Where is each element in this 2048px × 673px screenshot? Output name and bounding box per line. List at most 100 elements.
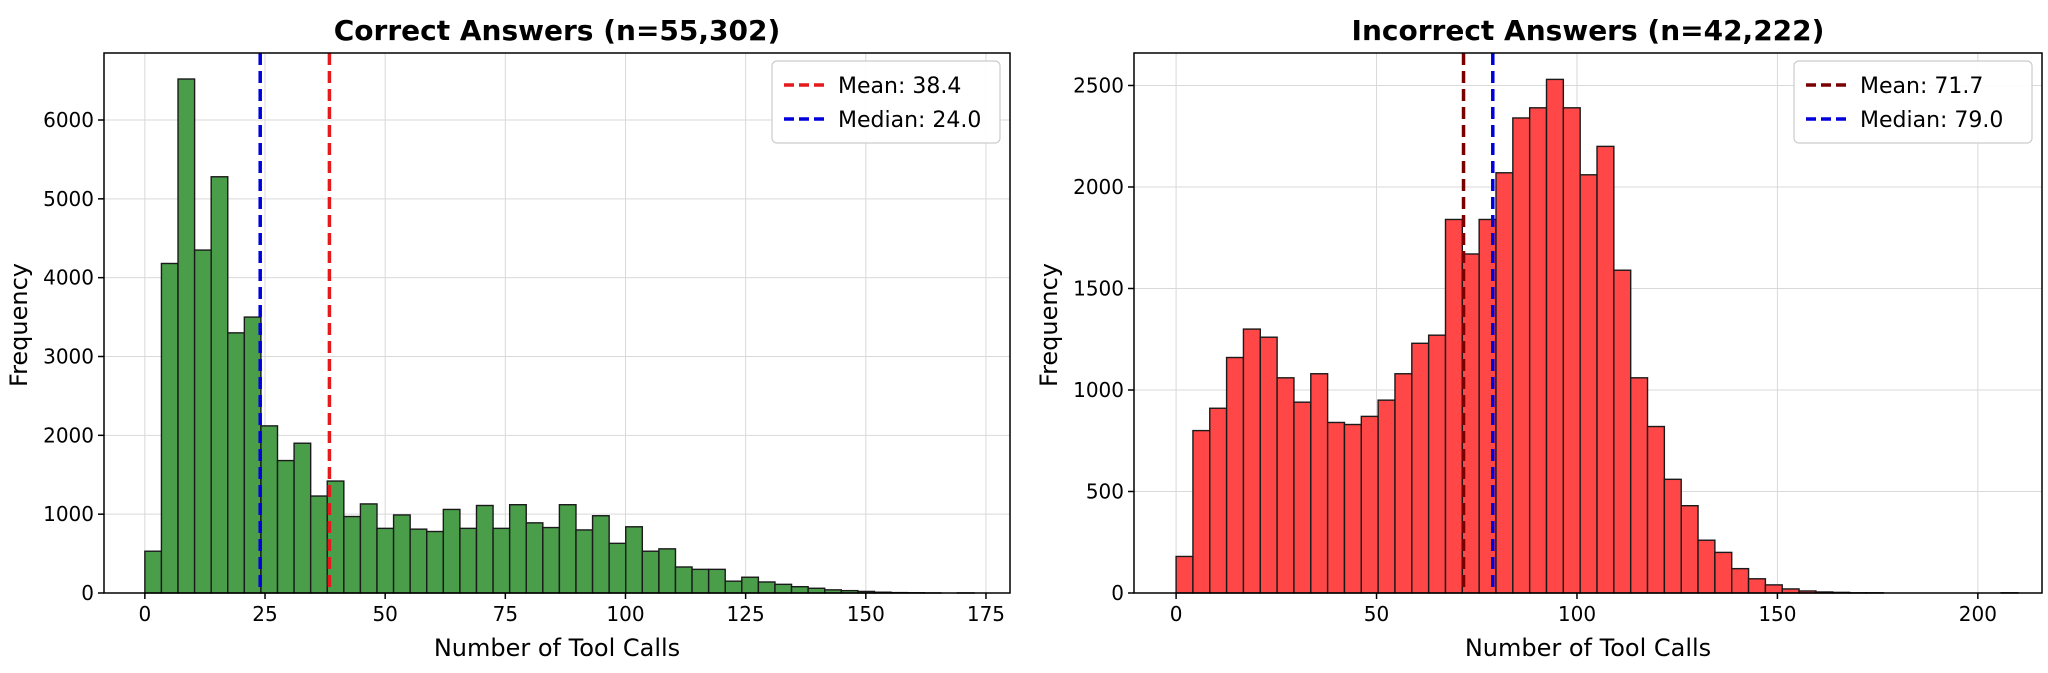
- histogram-bar: [392, 514, 411, 594]
- x-axis-label: Number of Tool Calls: [434, 634, 680, 662]
- histogram-bar: [1427, 334, 1447, 594]
- histogram-bar: [790, 585, 809, 594]
- histogram-bar: [1579, 174, 1598, 594]
- incorrect-answers-panel: Incorrect Answers (n=42,222) Number of T…: [1035, 14, 2043, 662]
- histogram-bar: [608, 542, 627, 594]
- histogram-bar: [1646, 425, 1666, 594]
- histogram-bar: [210, 176, 229, 594]
- histogram-bar: [177, 78, 196, 594]
- x-tick-label: 0: [138, 602, 151, 626]
- x-axis-label: Number of Tool Calls: [1465, 634, 1711, 662]
- plot-frame: [1133, 52, 2043, 594]
- y-tick-label: 500: [1086, 479, 1124, 503]
- x-tick-label: 75: [493, 602, 518, 626]
- histogram-bar: [1209, 407, 1228, 594]
- histogram-bar: [193, 249, 212, 594]
- histogram-bar: [1663, 478, 1682, 594]
- histogram-bar: [1596, 145, 1615, 594]
- histogram-bar: [426, 530, 445, 594]
- histogram-bar: [343, 515, 362, 594]
- histogram-bar: [1747, 578, 1767, 594]
- y-tick-label: 1000: [43, 502, 94, 526]
- histogram-bar: [1192, 429, 1211, 594]
- histogram-bar: [1680, 505, 1699, 594]
- histogram-bar: [1512, 117, 1531, 594]
- histogram-bar: [1764, 584, 1783, 594]
- histogram-bar: [1360, 415, 1379, 594]
- y-tick-label: 0: [81, 581, 94, 605]
- histogram-bar: [1293, 401, 1312, 594]
- y-tick-label: 6000: [43, 108, 94, 132]
- histogram-bar: [724, 580, 743, 594]
- histogram-bar: [707, 568, 726, 594]
- y-tick-label: 2000: [1073, 175, 1124, 199]
- x-tick-label: 25: [252, 602, 277, 626]
- histogram-bar: [276, 459, 295, 594]
- histogram-bar: [1562, 107, 1581, 594]
- x-tick-label: 100: [1558, 602, 1596, 626]
- legend: Mean: 38.4 Median: 24.0: [771, 60, 1001, 144]
- histogram-bar: [144, 550, 163, 594]
- x-tick-label: 175: [967, 602, 1005, 626]
- y-axis-label: Frequency: [1035, 263, 1063, 387]
- histogram-bar: [475, 504, 494, 594]
- histogram-bar: [1613, 269, 1632, 594]
- histogram-bar: [1697, 539, 1716, 594]
- y-tick-label: 3000: [43, 345, 94, 369]
- y-tick-label: 4000: [43, 266, 94, 290]
- legend-label: Median: 79.0: [1860, 108, 2003, 133]
- histogram-bar: [741, 576, 760, 594]
- y-tick-label: 0: [1111, 581, 1124, 605]
- x-tick-label: 150: [1758, 602, 1796, 626]
- histogram-bar: [243, 316, 262, 594]
- histogram-bar: [309, 495, 328, 594]
- histogram-bar: [1444, 218, 1464, 594]
- histogram-bar: [591, 515, 610, 594]
- histogram-bar: [525, 522, 544, 594]
- y-tick-label: 1500: [1073, 276, 1124, 300]
- histogram-bar: [293, 442, 312, 594]
- histogram-bar: [508, 504, 527, 594]
- chart-title: Incorrect Answers (n=42,222): [1352, 14, 1825, 47]
- histogram-bar: [1545, 78, 1565, 594]
- plot-frame: [103, 52, 1011, 594]
- legend-label: Median: 24.0: [838, 108, 981, 133]
- x-tick-label: 0: [1170, 602, 1183, 626]
- histogram-bar: [1528, 107, 1548, 594]
- histogram-bar: [1326, 421, 1346, 594]
- histogram-bar: [558, 504, 577, 594]
- legend-label: Mean: 38.4: [838, 74, 961, 99]
- legend-box: [771, 60, 1001, 144]
- histogram-bar: [575, 529, 594, 594]
- histogram-bar: [1242, 328, 1261, 594]
- histogram-bar: [674, 566, 693, 594]
- histogram-bar: [1731, 567, 1750, 594]
- histogram-bar: [1310, 373, 1329, 594]
- chart-title: Correct Answers (n=55,302): [334, 14, 781, 47]
- y-tick-label: 2000: [43, 423, 94, 447]
- histogram-bar: [691, 568, 710, 594]
- histogram-bar: [260, 425, 279, 594]
- histogram-bar: [1411, 342, 1430, 594]
- histogram-bar: [757, 581, 776, 594]
- legend-label: Mean: 71.7: [1860, 74, 1983, 99]
- histogram-bar: [227, 332, 246, 594]
- y-axis-label: Frequency: [5, 263, 33, 387]
- histogram-bar: [1225, 356, 1245, 594]
- histogram-bar: [442, 508, 461, 594]
- histogram-bar: [625, 526, 644, 594]
- histogram-bar: [492, 527, 511, 594]
- legend-box: [1793, 60, 2033, 144]
- x-tick-label: 100: [606, 602, 644, 626]
- y-tick-label: 1000: [1073, 378, 1124, 402]
- correct-answers-panel: Correct Answers (n=55,302) Number of Too…: [5, 14, 1011, 662]
- histogram-bar: [774, 583, 793, 594]
- histogram-bar: [459, 527, 478, 594]
- x-tick-label: 125: [727, 602, 765, 626]
- histogram-bar: [409, 528, 428, 594]
- y-tick-label: 5000: [43, 187, 94, 211]
- histogram-bar: [658, 548, 677, 594]
- histogram-bar: [1495, 172, 1514, 594]
- legend: Mean: 71.7 Median: 79.0: [1793, 60, 2033, 144]
